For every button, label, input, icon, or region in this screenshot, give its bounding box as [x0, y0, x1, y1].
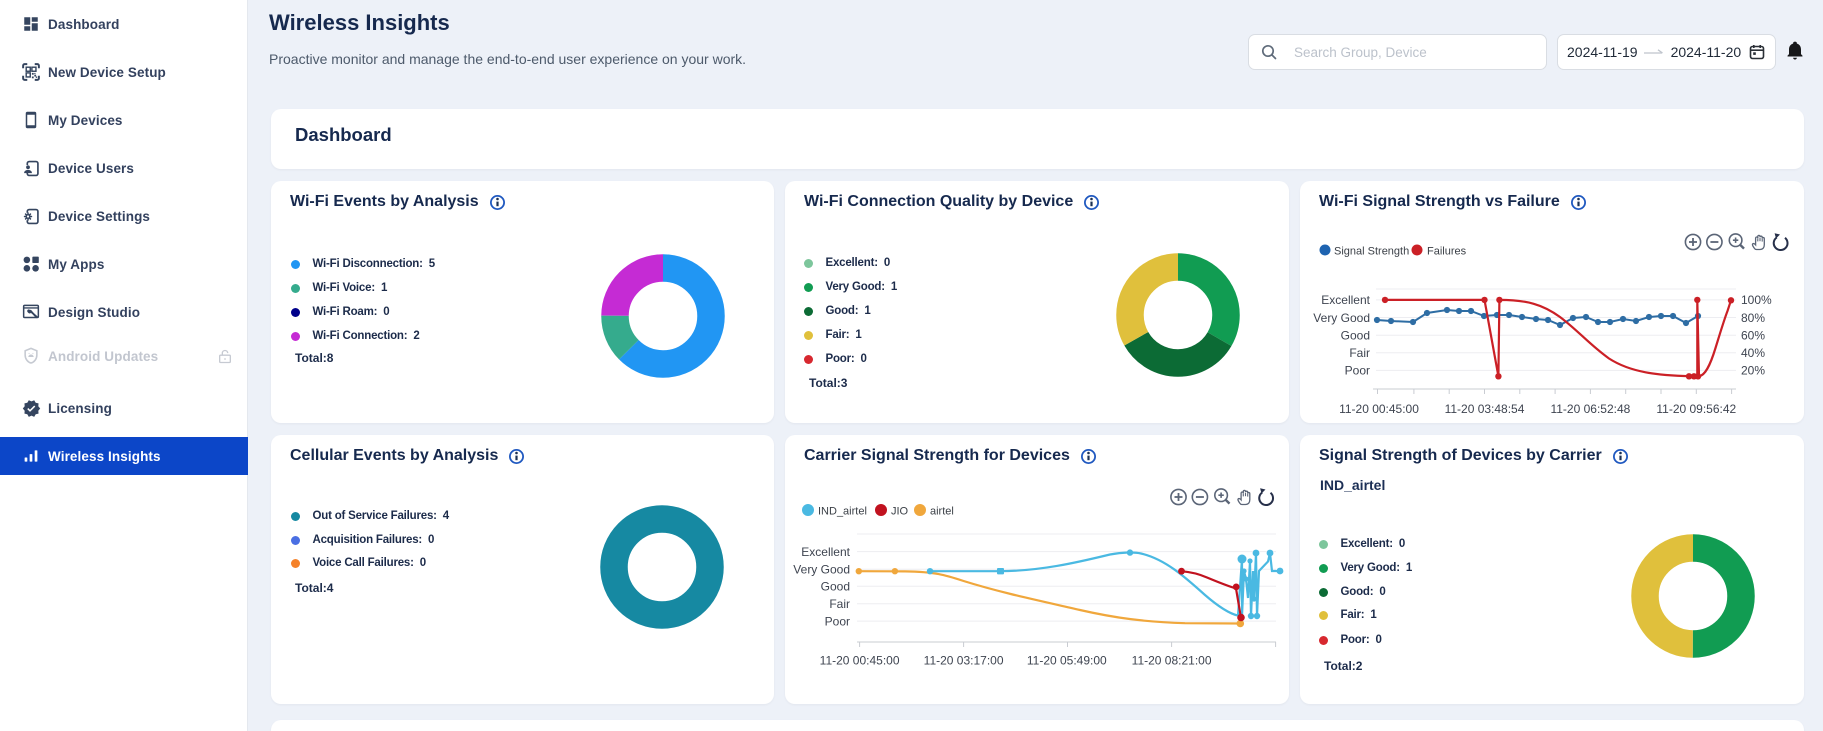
svg-text:11-20 09:56:42: 11-20 09:56:42	[1656, 402, 1736, 416]
svg-text:Good: Good	[821, 580, 850, 594]
svg-text:100%: 100%	[1741, 293, 1772, 307]
svg-text:20%: 20%	[1741, 364, 1765, 378]
svg-text:60%: 60%	[1741, 329, 1765, 343]
svg-text:11-20 05:49:00: 11-20 05:49:00	[1027, 654, 1107, 668]
svg-text:40%: 40%	[1741, 346, 1765, 360]
svg-text:11-20 03:17:00: 11-20 03:17:00	[924, 654, 1004, 668]
svg-text:11-20 00:45:00: 11-20 00:45:00	[1339, 402, 1419, 416]
svg-text:Fair: Fair	[1349, 346, 1370, 360]
svg-text:Good: Good	[1341, 329, 1370, 343]
svg-text:Fair: Fair	[829, 597, 850, 611]
svg-text:Very Good: Very Good	[1313, 311, 1370, 325]
svg-text:Signal Strength: Signal Strength	[1334, 246, 1409, 258]
svg-text:airtel: airtel	[930, 506, 954, 518]
svg-text:11-20 00:45:00: 11-20 00:45:00	[820, 654, 900, 668]
svg-text:11-20 03:48:54: 11-20 03:48:54	[1445, 402, 1525, 416]
svg-text:Poor: Poor	[1345, 364, 1370, 378]
svg-text:11-20 08:21:00: 11-20 08:21:00	[1132, 654, 1212, 668]
svg-text:11-20 06:52:48: 11-20 06:52:48	[1550, 402, 1630, 416]
svg-text:Very Good: Very Good	[793, 563, 850, 577]
svg-text:Poor: Poor	[825, 615, 850, 629]
svg-text:IND_airtel: IND_airtel	[818, 506, 867, 518]
svg-text:Excellent: Excellent	[1321, 293, 1370, 307]
svg-text:Excellent: Excellent	[801, 545, 850, 559]
svg-text:Failures: Failures	[1427, 246, 1467, 258]
svg-text:JIO: JIO	[891, 506, 909, 518]
svg-text:80%: 80%	[1741, 311, 1765, 325]
